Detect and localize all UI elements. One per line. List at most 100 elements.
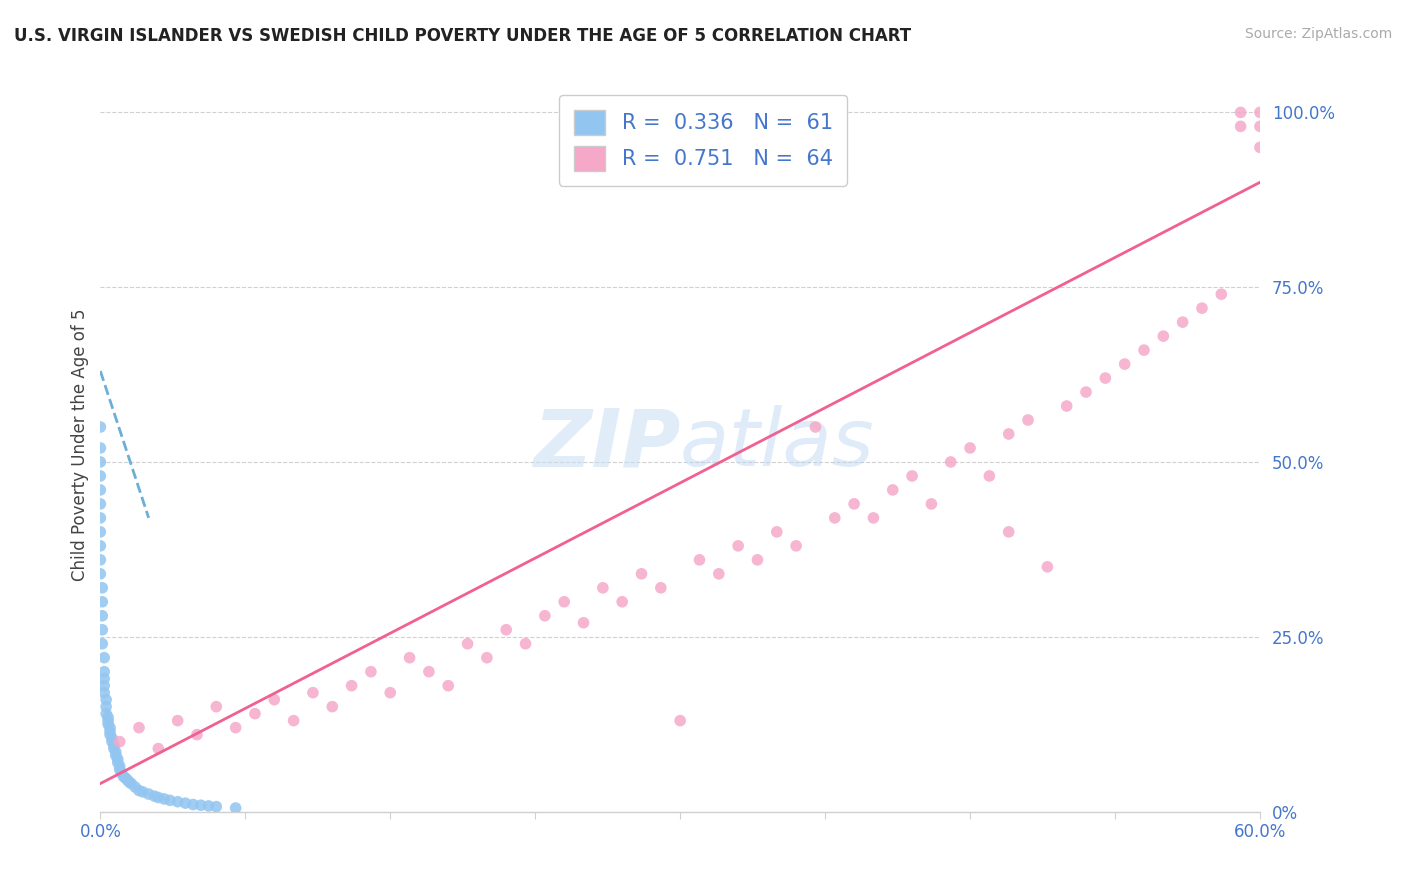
Point (91, 595, 114, 609)
Point (93, 665, 115, 679)
Point (93, 672, 115, 686)
Point (997, 524, 1019, 539)
Point (108, 759, 131, 773)
Point (89, 469, 111, 483)
Point (94, 699, 117, 714)
Point (91, 637, 114, 651)
Point (398, 650, 420, 665)
Point (882, 483, 904, 497)
Point (103, 741, 125, 756)
Point (108, 763, 131, 777)
Point (89, 483, 111, 497)
Point (997, 427, 1019, 442)
Point (1171, 315, 1194, 329)
Point (1056, 399, 1078, 413)
Point (186, 728, 208, 742)
Text: atlas: atlas (681, 406, 875, 483)
Point (747, 553, 769, 567)
Point (94, 692, 117, 706)
Point (197, 798, 219, 813)
Point (104, 748, 127, 763)
Point (901, 469, 924, 483)
Point (457, 637, 479, 651)
Point (128, 783, 150, 797)
Point (91, 608, 114, 623)
Point (727, 539, 749, 553)
Point (117, 773, 139, 788)
Point (515, 637, 537, 651)
Point (166, 795, 188, 809)
Point (1133, 343, 1156, 357)
Point (630, 566, 652, 581)
Point (89, 524, 111, 539)
Point (959, 441, 981, 455)
Point (89, 420, 111, 434)
Point (128, 721, 150, 735)
Point (669, 714, 692, 728)
Point (153, 792, 176, 806)
Point (118, 775, 141, 789)
Point (804, 420, 827, 434)
Point (1074, 385, 1097, 400)
Point (190, 798, 212, 813)
Point (1249, 120, 1271, 134)
Point (1249, 140, 1271, 154)
Point (93, 686, 115, 700)
Point (1191, 301, 1213, 315)
Point (148, 741, 170, 756)
Point (842, 497, 865, 511)
Point (110, 766, 132, 780)
Point (1229, 120, 1251, 134)
Point (707, 566, 730, 581)
Point (94, 706, 117, 721)
Point (1036, 559, 1059, 574)
Point (107, 752, 129, 766)
Point (340, 679, 363, 693)
Point (302, 686, 325, 700)
Point (688, 553, 710, 567)
Point (283, 714, 305, 728)
Point (89, 566, 111, 581)
Point (108, 734, 131, 748)
Point (475, 650, 498, 665)
Point (97, 714, 120, 728)
Point (785, 539, 807, 553)
Point (101, 731, 124, 745)
Point (97, 710, 120, 724)
Legend: R =  0.336   N =  61, R =  0.751   N =  64: R = 0.336 N = 61, R = 0.751 N = 64 (560, 95, 848, 186)
Point (124, 780, 146, 794)
Point (205, 699, 228, 714)
Point (148, 790, 170, 805)
Point (437, 679, 460, 693)
Point (765, 524, 787, 539)
Point (103, 738, 125, 752)
Point (98, 721, 121, 735)
Point (225, 801, 247, 815)
Point (181, 797, 204, 812)
Point (93, 679, 115, 693)
Point (101, 734, 124, 748)
Point (112, 770, 135, 784)
Point (824, 511, 846, 525)
Point (1211, 287, 1233, 301)
Point (360, 665, 382, 679)
Point (553, 595, 575, 609)
Point (98, 728, 121, 742)
Point (89, 553, 111, 567)
Point (104, 745, 127, 759)
Point (939, 455, 962, 469)
Y-axis label: Child Poverty Under the Age of 5: Child Poverty Under the Age of 5 (72, 309, 89, 581)
Point (920, 497, 942, 511)
Point (495, 623, 517, 637)
Point (263, 692, 285, 706)
Point (418, 665, 440, 679)
Point (1017, 413, 1039, 427)
Point (174, 796, 197, 810)
Point (205, 799, 228, 814)
Point (89, 497, 111, 511)
Point (107, 756, 129, 770)
Point (114, 771, 136, 785)
Point (98, 724, 121, 739)
Point (97, 717, 120, 731)
Point (89, 511, 111, 525)
